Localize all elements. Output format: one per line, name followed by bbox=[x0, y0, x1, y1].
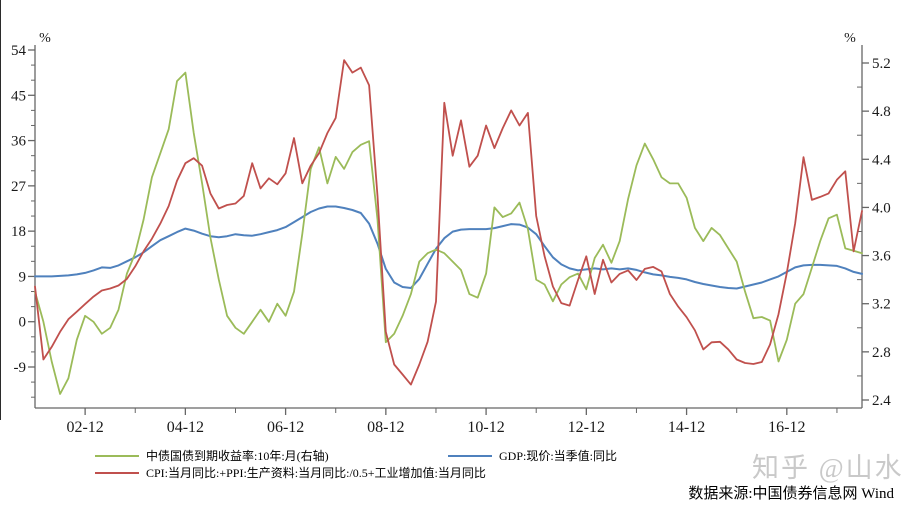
legend-item-bond-yield: 中债国债到期收益率:10年:月(右轴) bbox=[95, 447, 329, 464]
svg-text:9: 9 bbox=[19, 269, 27, 285]
legend-line-red bbox=[95, 471, 139, 474]
svg-text:08-12: 08-12 bbox=[367, 419, 404, 436]
svg-text:36: 36 bbox=[11, 134, 27, 150]
svg-text:2.4: 2.4 bbox=[872, 393, 891, 409]
svg-text:02-12: 02-12 bbox=[66, 419, 103, 436]
svg-text:14-12: 14-12 bbox=[668, 419, 705, 436]
svg-text:%: % bbox=[844, 31, 856, 46]
svg-text:45: 45 bbox=[11, 88, 26, 104]
svg-text:0: 0 bbox=[19, 315, 27, 331]
svg-text:4.8: 4.8 bbox=[872, 104, 891, 120]
legend-line-green bbox=[95, 454, 139, 457]
svg-text:54: 54 bbox=[11, 43, 27, 59]
svg-text:4.4: 4.4 bbox=[872, 152, 891, 168]
svg-text:12-12: 12-12 bbox=[568, 419, 605, 436]
svg-text:04-12: 04-12 bbox=[167, 419, 204, 436]
watermark: 知乎 @山水 bbox=[752, 453, 904, 483]
legend-label: CPI:当月同比:+PPI:生产资料:当月同比:/0.5+工业增加值:当月同比 bbox=[146, 466, 486, 480]
svg-text:3.2: 3.2 bbox=[872, 297, 891, 313]
svg-text:-9: -9 bbox=[14, 360, 27, 376]
window-left-border bbox=[0, 0, 1, 420]
svg-text:27: 27 bbox=[11, 179, 27, 195]
svg-text:16-12: 16-12 bbox=[768, 419, 805, 436]
svg-text:18: 18 bbox=[11, 224, 26, 240]
svg-text:3.6: 3.6 bbox=[872, 249, 891, 265]
legend-item-gdp: GDP:现价:当季值:同比 bbox=[448, 447, 617, 464]
svg-text:%: % bbox=[39, 31, 51, 46]
svg-text:2.8: 2.8 bbox=[872, 345, 891, 361]
svg-text:10-12: 10-12 bbox=[467, 419, 504, 436]
legend-label: GDP:现价:当季值:同比 bbox=[499, 449, 618, 463]
data-source: 数据来源:中国债券信息网 Wind bbox=[688, 486, 894, 502]
legend-label: 中债国债到期收益率:10年:月(右轴) bbox=[146, 449, 329, 463]
svg-text:06-12: 06-12 bbox=[267, 419, 304, 436]
svg-text:5.2: 5.2 bbox=[872, 56, 891, 72]
legend-item-inflation-composite: CPI:当月同比:+PPI:生产资料:当月同比:/0.5+工业增加值:当月同比 bbox=[95, 464, 486, 481]
legend-line-blue bbox=[448, 454, 492, 457]
svg-text:4.0: 4.0 bbox=[872, 200, 891, 216]
